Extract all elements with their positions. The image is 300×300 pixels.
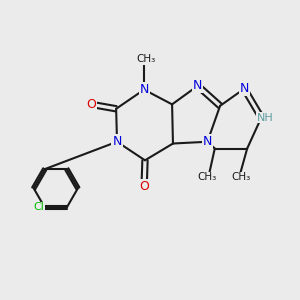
Text: Cl: Cl (33, 202, 44, 212)
Text: N: N (193, 79, 202, 92)
Text: O: O (86, 98, 96, 111)
Text: N: N (203, 135, 212, 148)
Text: CH₃: CH₃ (198, 172, 217, 182)
Text: CH₃: CH₃ (136, 54, 155, 64)
Text: N: N (140, 83, 149, 96)
Text: O: O (139, 180, 149, 193)
Text: NH: NH (256, 112, 273, 123)
Text: N: N (239, 82, 249, 95)
Text: CH₃: CH₃ (232, 172, 251, 182)
Text: N: N (112, 135, 122, 148)
